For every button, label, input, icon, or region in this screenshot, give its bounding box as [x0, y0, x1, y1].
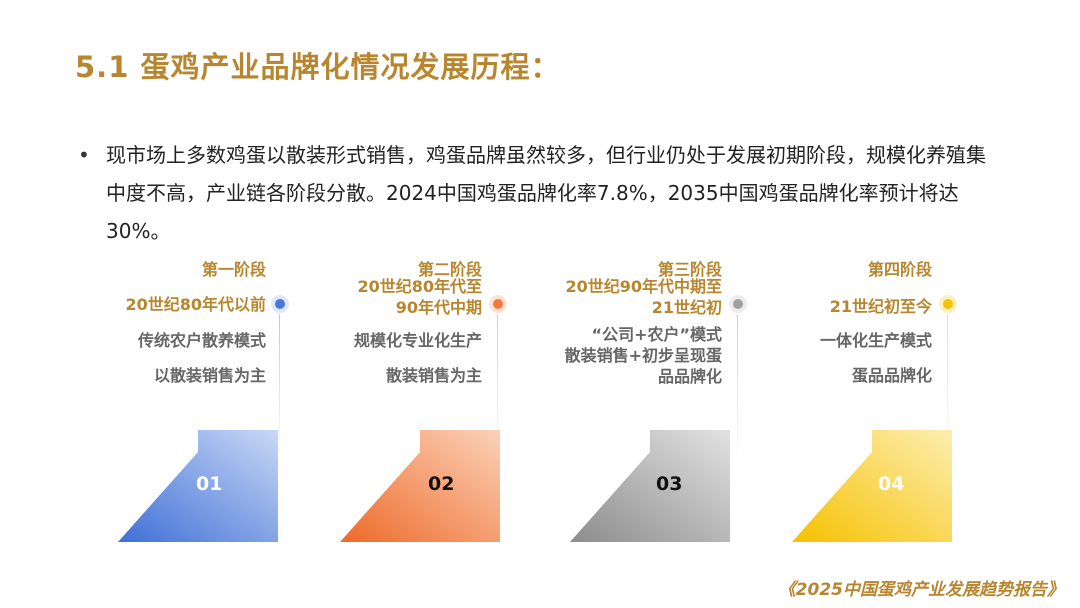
stage-timeline-line: [279, 314, 280, 464]
stage-label: 第二阶段: [417, 260, 482, 279]
stage-description: 传统农户散养模式 以散装销售为主: [137, 331, 266, 385]
stage-description: 一体化生产模式 蛋品品牌化: [819, 331, 932, 385]
stage-arrow: [570, 430, 730, 542]
stage-number: 01: [196, 473, 223, 495]
stage-arrow: [118, 430, 278, 542]
bullet-paragraph: • 现市场上多数鸡蛋以散装形式销售，鸡蛋品牌虽然较多，但行业仍处于发展初期阶段，…: [78, 136, 998, 250]
stage-label: 第三阶段: [657, 260, 722, 279]
stage-2: 第二阶段 20世纪80年代至 90年代中期 规模化专业化生产 散装销售为主 02: [260, 252, 503, 542]
stage-period: 20世纪90年代中期至 21世纪初: [565, 277, 722, 317]
bullet-text: 现市场上多数鸡蛋以散装形式销售，鸡蛋品牌虽然较多，但行业仍处于发展初期阶段，规模…: [106, 143, 986, 243]
stage-number: 02: [428, 473, 455, 495]
stage-timeline-line: [497, 314, 498, 464]
stage-description: “公司+农户”模式 散装销售+初步呈现蛋 品品牌化: [564, 325, 722, 386]
source-citation: 《2025中国蛋鸡产业发展趋势报告》: [778, 580, 1064, 600]
stage-description: 规模化专业化生产 散装销售为主: [353, 331, 482, 385]
stage-marker-dot: [275, 299, 285, 309]
page-title: 5.1 蛋鸡产业品牌化情况发展历程：: [75, 50, 561, 84]
stage-3: 第三阶段 20世纪90年代中期至 21世纪初 “公司+农户”模式 散装销售+初步…: [498, 252, 743, 542]
stage-number: 03: [656, 473, 683, 495]
bullet-dot: •: [78, 143, 90, 167]
stage-marker-dot: [943, 299, 953, 309]
stage-timeline-line: [737, 314, 738, 464]
stage-4: 第四阶段 21世纪初至今 一体化生产模式 蛋品品牌化 04: [708, 252, 953, 542]
stage-period: 20世纪80年代以前: [125, 295, 266, 314]
stage-arrow: [340, 430, 500, 542]
stage-arrow: [792, 430, 952, 542]
stage-timeline-line: [947, 314, 948, 464]
stage-marker-dot: [733, 299, 743, 309]
stage-marker-dot: [493, 299, 503, 309]
stage-label: 第一阶段: [201, 260, 266, 279]
stage-period: 21世纪初至今: [829, 297, 932, 316]
stage-period: 20世纪80年代至 90年代中期: [357, 277, 482, 317]
stage-label: 第四阶段: [867, 260, 932, 279]
stage-1: 第一阶段 20世纪80年代以前 传统农户散养模式 以散装销售为主 01: [38, 252, 285, 542]
stage-number: 04: [878, 473, 905, 495]
